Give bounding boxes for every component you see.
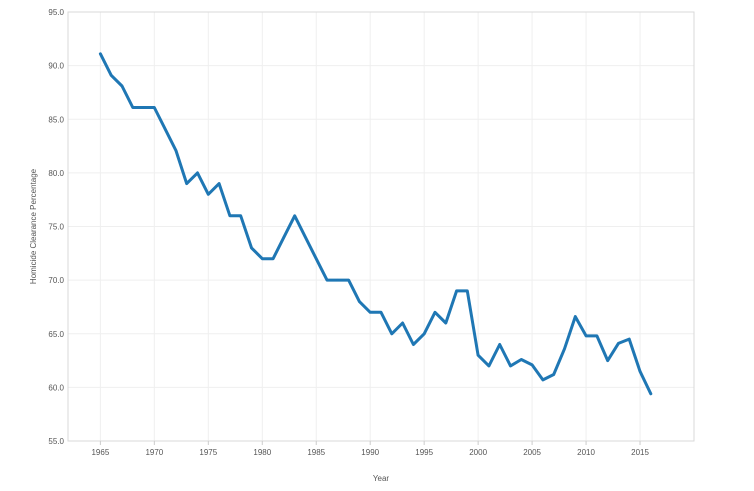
- data-point: [142, 106, 145, 109]
- x-tick-label: 1975: [199, 448, 217, 457]
- data-point: [422, 332, 426, 335]
- data-point: [444, 321, 447, 325]
- data-point: [217, 182, 221, 185]
- data-point: [606, 359, 609, 362]
- data-point: [325, 278, 329, 282]
- data-point: [390, 332, 393, 335]
- data-point: [261, 257, 264, 260]
- data-point: [433, 311, 437, 314]
- data-point: [358, 300, 361, 303]
- y-tick-label: 90.0: [48, 62, 64, 71]
- data-point: [455, 289, 458, 293]
- y-tick-label: 85.0: [48, 115, 64, 124]
- data-point: [315, 257, 318, 260]
- gridlines: [68, 11, 694, 442]
- data-point: [282, 236, 286, 239]
- x-tick-label: 1985: [307, 448, 325, 457]
- y-tick-label: 75.0: [48, 223, 64, 232]
- data-point: [520, 358, 523, 361]
- data-point: [109, 74, 113, 77]
- data-point: [347, 278, 350, 282]
- data-point: [628, 337, 631, 341]
- data-point: [541, 378, 545, 382]
- data-point: [552, 373, 555, 376]
- x-axis-title: Year: [373, 474, 390, 483]
- plot-area-border: [67, 11, 695, 442]
- data-point: [466, 289, 469, 293]
- data-point: [293, 214, 296, 217]
- data-point: [131, 106, 134, 109]
- data-point: [163, 127, 167, 131]
- data-point: [207, 193, 210, 196]
- series-line: [98, 52, 653, 396]
- x-tick-label: 1965: [91, 448, 109, 457]
- data-point: [228, 214, 232, 217]
- x-tick-label: 2000: [469, 448, 487, 457]
- y-tick-label: 95.0: [48, 8, 64, 17]
- data-point: [509, 364, 512, 368]
- data-point: [99, 52, 102, 56]
- tick-labels: 55.0 60.0 65.0 70.0 75.0 80.0 85.0 90.0 95.0 1965…: [48, 8, 649, 457]
- x-tick-label: 1990: [361, 448, 379, 457]
- data-point: [239, 214, 242, 217]
- data-point: [476, 354, 480, 357]
- data-point: [595, 334, 599, 338]
- x-tick-label: 2010: [577, 448, 595, 457]
- data-point: [174, 149, 178, 152]
- x-tick-label: 2005: [523, 448, 541, 457]
- data-point: [120, 84, 124, 88]
- y-tick-label: 65.0: [48, 330, 64, 339]
- y-tick-label: 80.0: [48, 169, 64, 178]
- data-point: [250, 246, 253, 250]
- data-point: [196, 171, 199, 175]
- data-point: [584, 334, 588, 338]
- x-tick-label: 2015: [631, 448, 649, 457]
- data-point: [530, 363, 534, 367]
- x-tick-label: 1970: [145, 448, 163, 457]
- data-point: [498, 343, 501, 346]
- data-point: [649, 392, 653, 396]
- y-axis-title: Homicide Clearance Percentage: [29, 168, 38, 284]
- data-point: [574, 315, 577, 318]
- y-tick-label: 55.0: [48, 437, 64, 446]
- data-point: [271, 257, 275, 260]
- data-point: [638, 370, 642, 373]
- series-lines: [98, 52, 653, 396]
- axis-ticks: [99, 441, 641, 445]
- data-point: [153, 106, 156, 109]
- data-point: [617, 342, 620, 345]
- data-point: [487, 364, 491, 368]
- data-point: [412, 343, 415, 346]
- data-point: [401, 321, 404, 325]
- data-point: [185, 182, 188, 185]
- x-tick-label: 1980: [253, 448, 271, 457]
- data-point: [369, 311, 372, 314]
- data-point: [336, 278, 340, 282]
- x-tick-label: 1995: [415, 448, 433, 457]
- data-point: [563, 347, 566, 350]
- data-point: [379, 311, 383, 314]
- y-tick-label: 70.0: [48, 276, 64, 285]
- data-point: [304, 236, 307, 239]
- y-tick-label: 60.0: [48, 383, 64, 392]
